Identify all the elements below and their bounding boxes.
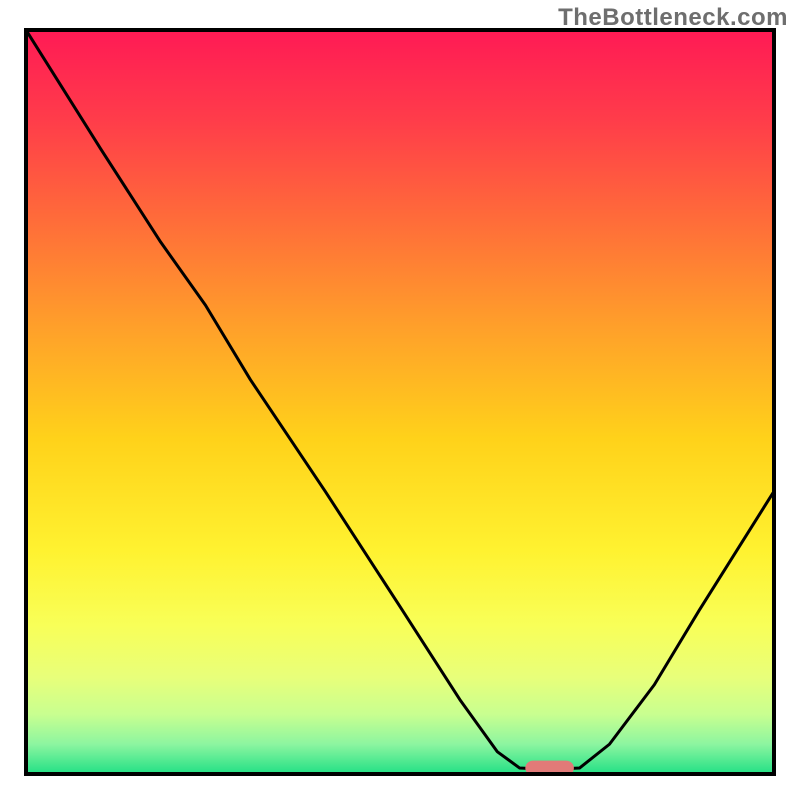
bottleneck-chart: [0, 0, 800, 800]
watermark-text: TheBottleneck.com: [558, 4, 788, 32]
gradient-background: [26, 30, 774, 774]
plot-area: [26, 30, 774, 775]
chart-container: TheBottleneck.com: [0, 0, 800, 800]
